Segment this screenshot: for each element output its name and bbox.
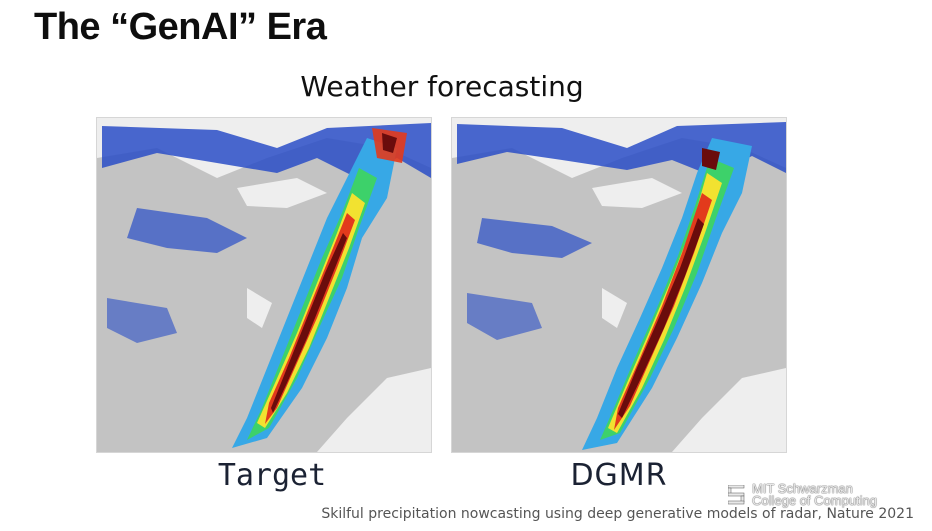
mit-logo-icon	[728, 485, 745, 505]
dgmr-caption: DGMR	[570, 458, 668, 493]
coast-water	[247, 288, 272, 328]
slide-subtitle: Weather forecasting	[300, 70, 584, 103]
target-radar-map	[96, 117, 432, 453]
mit-schwarzman-logo: MIT Schwarzman College of Computing	[728, 481, 906, 511]
lake	[237, 178, 327, 208]
coast-water	[602, 288, 627, 328]
target-radar-image	[97, 118, 431, 452]
precip-band-extreme	[618, 218, 704, 418]
precip-top-band	[102, 123, 431, 178]
lake	[592, 178, 682, 208]
dgmr-radar-image	[452, 118, 786, 452]
precip-band-extreme	[271, 233, 347, 413]
logo-line-2: College of Computing	[752, 493, 878, 508]
logo-line-1: MIT Schwarzman	[752, 481, 853, 496]
citation: Skilful precipitation nowcasting using d…	[321, 506, 914, 522]
target-caption: Target	[217, 458, 327, 493]
slide-title: The “GenAI” Era	[34, 6, 327, 48]
dgmr-radar-map	[451, 117, 787, 453]
